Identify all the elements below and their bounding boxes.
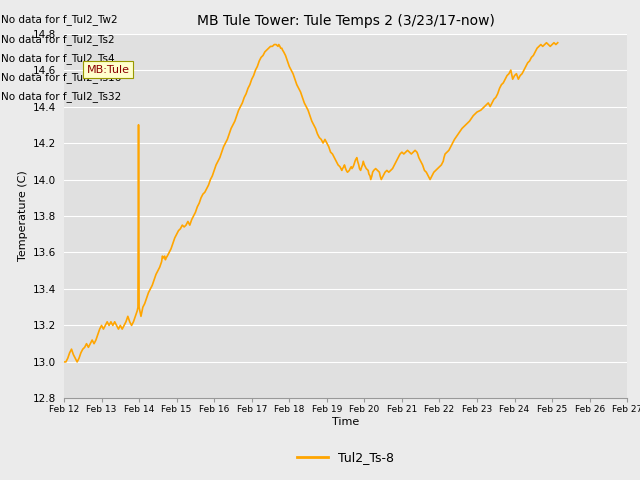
X-axis label: Time: Time xyxy=(332,417,359,427)
Y-axis label: Temperature (C): Temperature (C) xyxy=(17,170,28,262)
Title: MB Tule Tower: Tule Temps 2 (3/23/17-now): MB Tule Tower: Tule Temps 2 (3/23/17-now… xyxy=(196,14,495,28)
Text: No data for f_Tul2_Ts16: No data for f_Tul2_Ts16 xyxy=(1,72,122,83)
Text: No data for f_Tul2_Ts32: No data for f_Tul2_Ts32 xyxy=(1,91,122,102)
Text: No data for f_Tul2_Ts4: No data for f_Tul2_Ts4 xyxy=(1,53,115,64)
Text: No data for f_Tul2_Ts2: No data for f_Tul2_Ts2 xyxy=(1,34,115,45)
Text: MB:Tule: MB:Tule xyxy=(86,65,129,75)
Text: No data for f_Tul2_Tw2: No data for f_Tul2_Tw2 xyxy=(1,14,118,25)
Legend: Tul2_Ts-8: Tul2_Ts-8 xyxy=(292,446,399,469)
